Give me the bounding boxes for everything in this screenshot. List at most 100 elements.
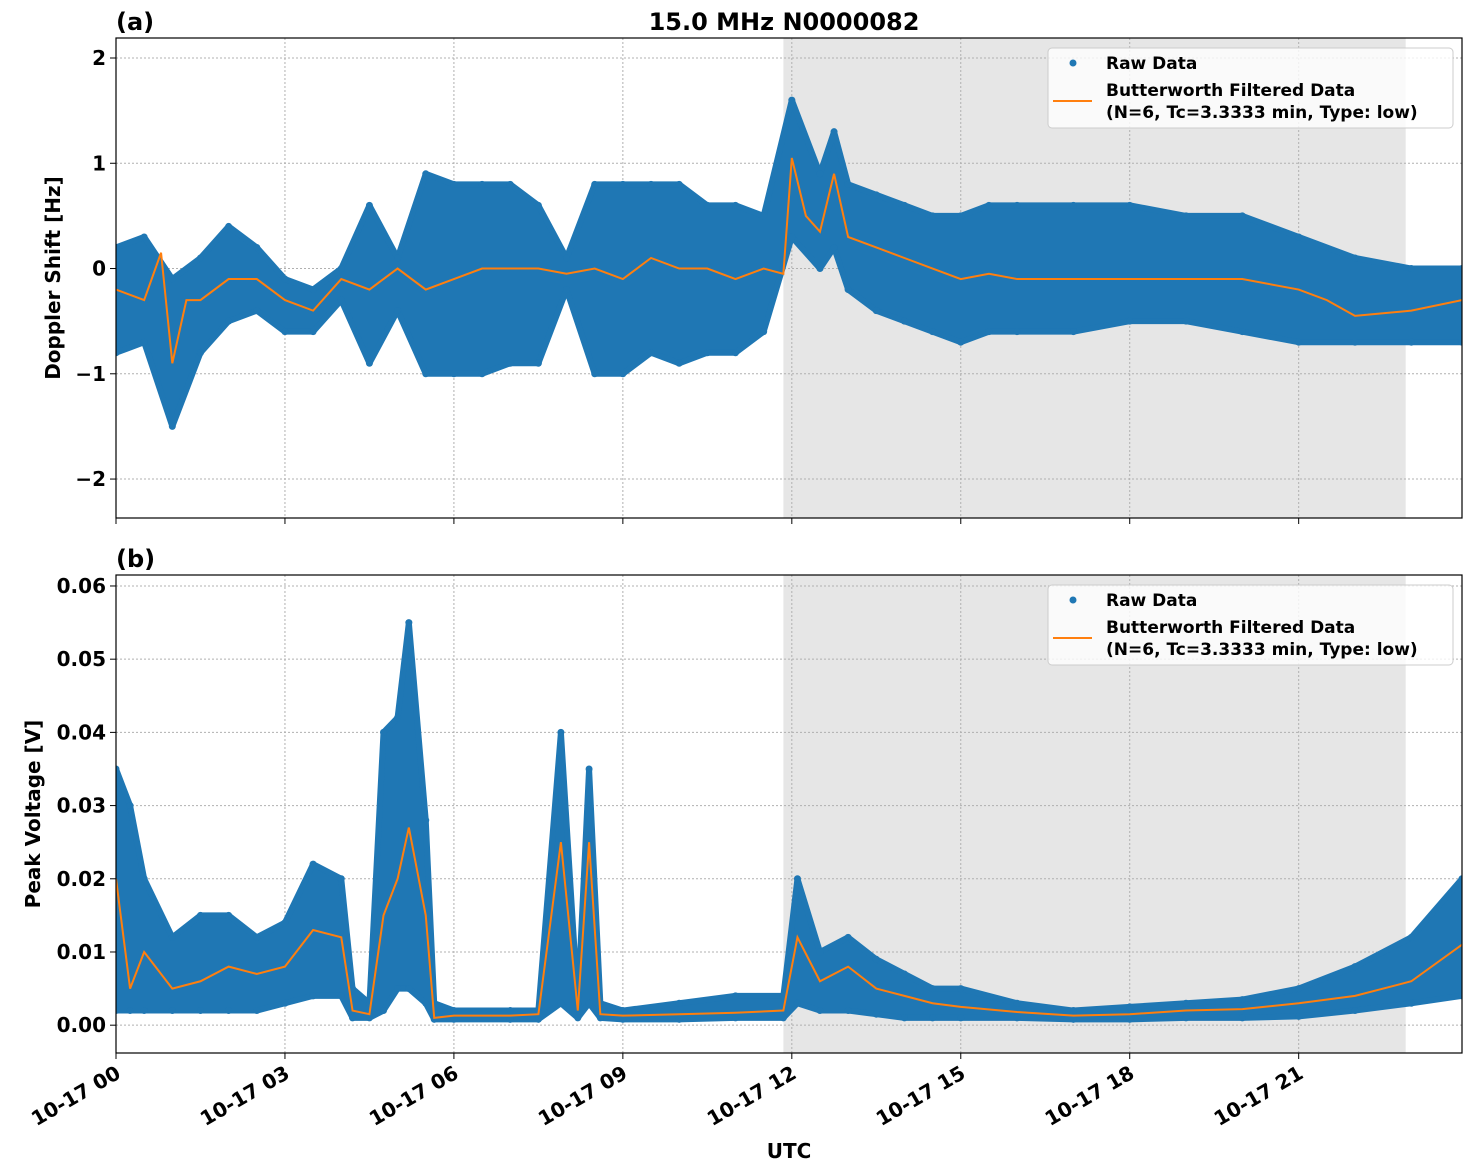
raw-data-point	[929, 1014, 937, 1022]
raw-data-point	[872, 955, 880, 963]
raw-data-point	[405, 985, 413, 993]
raw-data-series	[116, 619, 1462, 1023]
x-tick-label: 10-17 18	[1041, 1061, 1139, 1131]
raw-data-point	[1407, 933, 1415, 941]
raw-data-point	[1407, 999, 1415, 1007]
raw-data-point	[309, 286, 317, 294]
raw-data-point	[1351, 1007, 1359, 1015]
raw-data-point	[140, 338, 148, 346]
raw-data-point	[1182, 212, 1190, 220]
raw-data-point	[1238, 1014, 1246, 1022]
raw-data-point	[563, 286, 571, 294]
raw-data-point	[563, 254, 571, 262]
raw-data-point	[731, 1014, 739, 1022]
raw-data-point	[450, 1015, 458, 1023]
panel-label: (b)	[116, 545, 155, 573]
legend-box	[1047, 584, 1454, 666]
raw-data-point	[394, 714, 402, 722]
raw-data-point	[816, 170, 824, 178]
raw-data-point	[793, 999, 801, 1007]
raw-data-point	[1013, 201, 1021, 209]
filtered-data-line	[116, 157, 1462, 364]
raw-data-point	[337, 265, 345, 273]
raw-data-point	[557, 728, 565, 736]
raw-data-point	[405, 619, 413, 627]
raw-data-point	[281, 275, 289, 283]
raw-data-point	[574, 1014, 582, 1022]
raw-data-point	[816, 1007, 824, 1015]
panel-label: (a)	[116, 8, 154, 36]
raw-data-point	[1351, 963, 1359, 971]
raw-data-point	[225, 911, 233, 919]
raw-data-point	[380, 1007, 388, 1015]
raw-data-point	[168, 422, 176, 430]
filtered-data-line	[116, 827, 1462, 1019]
raw-data-point	[365, 359, 373, 367]
raw-data-point	[337, 296, 345, 304]
raw-data-point	[534, 359, 542, 367]
axes-frame	[115, 37, 1463, 519]
raw-data-point	[140, 1007, 148, 1015]
raw-data-point	[675, 999, 683, 1007]
x-tick-label: 10-17 06	[365, 1061, 463, 1131]
raw-data-point	[225, 1007, 233, 1015]
raw-data-point	[281, 999, 289, 1007]
raw-data-point	[647, 180, 655, 188]
raw-data-point	[168, 933, 176, 941]
raw-data-point	[1013, 1014, 1021, 1022]
raw-data-point	[394, 985, 402, 993]
x-tick-label: 10-17 15	[872, 1061, 970, 1131]
raw-data-point	[816, 265, 824, 273]
raw-data-point	[619, 1007, 627, 1015]
raw-data-point	[1069, 1007, 1077, 1015]
raw-data-point	[731, 349, 739, 357]
raw-data-point	[731, 992, 739, 1000]
raw-data-point	[619, 370, 627, 378]
raw-data-point	[957, 985, 965, 993]
raw-data-point	[1351, 254, 1359, 262]
y-tick-label: 0.01	[57, 940, 106, 964]
legend-filtered-params: (N=6, Tc=3.3333 min, Type: low)	[1106, 103, 1418, 123]
raw-data-point	[596, 1014, 604, 1022]
raw-data-point	[1295, 233, 1303, 241]
raw-data-point	[1458, 875, 1462, 883]
legend-raw-marker	[1069, 596, 1077, 604]
raw-data-point	[900, 1014, 908, 1022]
raw-data-point	[675, 359, 683, 367]
raw-data-point	[478, 180, 486, 188]
raw-data-point	[1182, 1014, 1190, 1022]
raw-data-point	[1295, 985, 1303, 993]
raw-data-point	[929, 212, 937, 220]
raw-data-point	[225, 222, 233, 230]
x-tick-label: 10-17 00	[27, 1061, 125, 1131]
raw-data-point	[196, 911, 204, 919]
raw-data-point	[534, 201, 542, 209]
legend-raw-label: Raw Data	[1106, 591, 1197, 611]
raw-data-band	[116, 619, 1462, 1023]
raw-data-point	[872, 307, 880, 315]
legend-filtered-label: Butterworth Filtered Data	[1106, 618, 1355, 638]
raw-data-point	[196, 1007, 204, 1015]
raw-data-point	[591, 180, 599, 188]
y-tick-label: −1	[75, 362, 106, 386]
raw-data-point	[380, 728, 388, 736]
raw-data-point	[591, 370, 599, 378]
raw-data-point	[985, 201, 993, 209]
raw-data-point	[126, 802, 134, 810]
raw-data-point	[1458, 265, 1462, 273]
raw-data-point	[1458, 992, 1462, 1000]
raw-data-point	[1069, 1015, 1077, 1023]
raw-data-point	[816, 948, 824, 956]
raw-data-point	[1407, 265, 1415, 273]
raw-data-point	[506, 1007, 514, 1015]
y-tick-label: −2	[75, 467, 106, 491]
raw-data-point	[349, 985, 357, 993]
raw-data-point	[349, 1014, 357, 1022]
raw-data-point	[422, 370, 430, 378]
y-tick-label: 0.03	[57, 794, 106, 818]
raw-data-point	[985, 328, 993, 336]
x-tick-label: 10-17 09	[534, 1061, 632, 1131]
raw-data-point	[140, 233, 148, 241]
y-tick-label: 2	[92, 46, 106, 70]
